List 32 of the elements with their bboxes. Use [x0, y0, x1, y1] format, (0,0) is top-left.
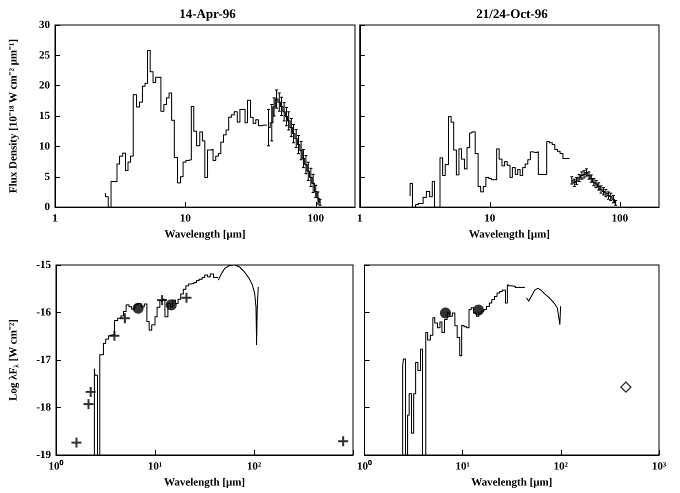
y-tick-label: -15: [36, 259, 52, 271]
chart-title: 14-Apr-96: [179, 6, 236, 21]
x-tick-label: 1: [357, 212, 362, 225]
y-tick-label: -18: [36, 402, 52, 414]
y-tick-label: 20: [39, 80, 50, 92]
y-tick-label: 10: [39, 140, 50, 152]
y-tick-label: -16: [36, 306, 52, 318]
x-tick-label: 10⁰: [357, 460, 372, 472]
y-tick-label: -17: [36, 354, 52, 366]
x-axis-title: Wavelength [μm]: [164, 476, 246, 488]
x-tick-label: 100: [612, 212, 629, 225]
y-tick-label: 25: [39, 49, 50, 62]
x-tick-label: 10³: [652, 460, 667, 472]
x-tick-label: 10²: [246, 460, 262, 472]
x-axis-title: Wavelength [μm]: [471, 476, 552, 488]
y-tick-label: -19: [36, 449, 52, 461]
x-axis-title: Wavelength [μm]: [164, 228, 246, 240]
y-tick-label: 15: [39, 110, 50, 122]
x-tick-label: 100: [308, 212, 325, 225]
x-tick-label: 10²: [554, 460, 569, 472]
y-tick-label: 0: [44, 201, 50, 214]
x-tick-label: 10¹: [456, 460, 470, 472]
chart-title: 21/24-Oct-96: [476, 6, 548, 21]
y-tick-label: 30: [39, 19, 50, 31]
y-axis-title: Flux Density [10⁻¹⁸ W cm⁻² μm⁻¹]: [8, 38, 20, 194]
x-axis-title: Wavelength [μm]: [468, 228, 550, 240]
y-tick-label: 5: [44, 170, 50, 183]
x-tick-label: 10¹: [148, 460, 162, 472]
x-tick-label: 10: [484, 212, 496, 225]
x-tick-label: 10: [180, 212, 192, 225]
x-tick-label: 1: [52, 212, 58, 225]
x-tick-label: 10⁰: [48, 460, 64, 472]
